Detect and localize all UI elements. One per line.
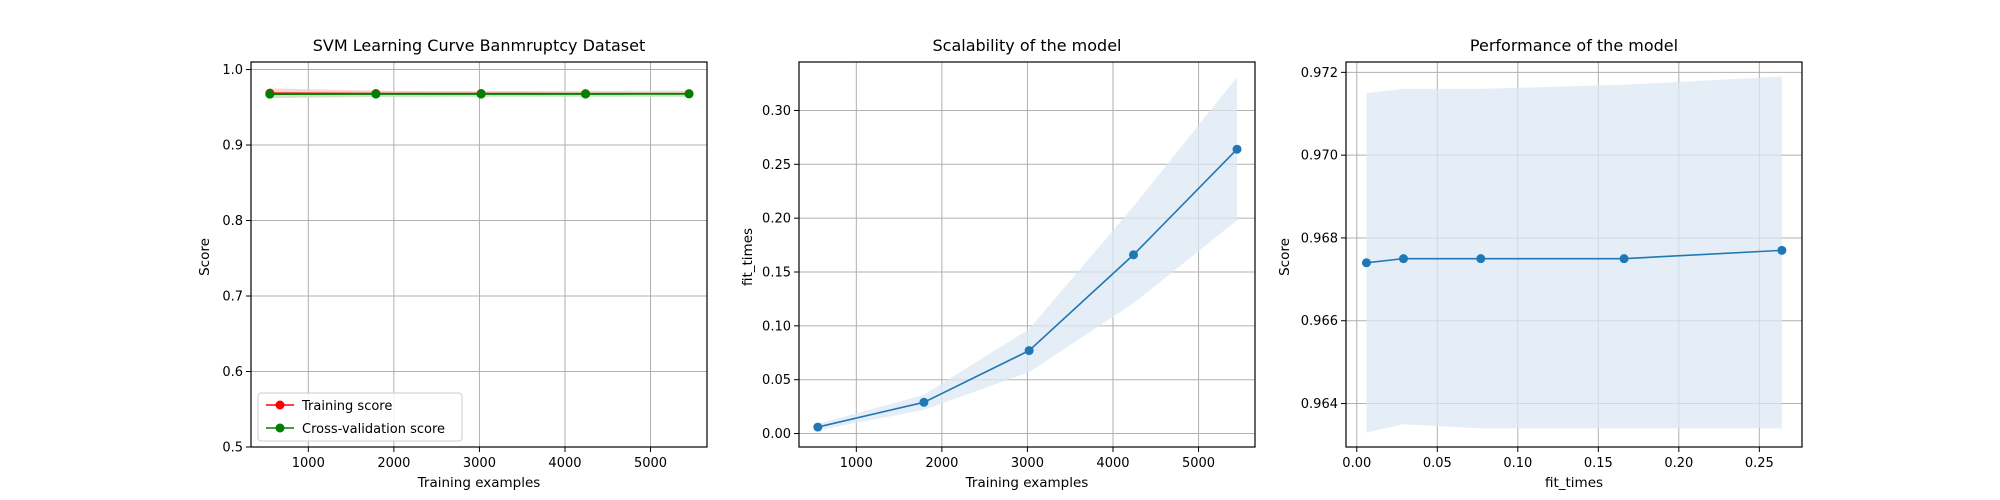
scalability-panel: Scalability of the model Training exampl… bbox=[740, 36, 1256, 491]
performance-ticks: 0.00 0.05 0.10 0.15 0.20 0.25 0.964 0.966 0.968 0… bbox=[1301, 66, 1774, 471]
legend-cv-marker bbox=[275, 423, 285, 433]
data-point bbox=[1232, 144, 1242, 154]
performance-xlabel: fit_times bbox=[1545, 475, 1603, 491]
x-tick-label: 3000 bbox=[463, 456, 496, 471]
y-tick-label: 0.05 bbox=[762, 373, 791, 388]
learning-curve-ylabel: Score bbox=[197, 238, 213, 276]
y-tick-label: 0.964 bbox=[1301, 397, 1338, 412]
data-point bbox=[1476, 254, 1486, 264]
data-point bbox=[581, 89, 591, 99]
data-point bbox=[265, 89, 275, 99]
data-point bbox=[684, 89, 694, 99]
scalability-title: Scalability of the model bbox=[933, 36, 1122, 55]
y-tick-label: 0.00 bbox=[762, 427, 791, 442]
x-tick-label: 2000 bbox=[377, 456, 410, 471]
x-tick-label: 5000 bbox=[634, 456, 667, 471]
legend-box bbox=[257, 392, 463, 442]
y-tick-label: 0.15 bbox=[762, 266, 791, 281]
data-point bbox=[1398, 254, 1408, 264]
x-tick-label: 1000 bbox=[292, 456, 325, 471]
y-tick-label: 0.30 bbox=[762, 104, 791, 119]
y-tick-label: 0.968 bbox=[1301, 231, 1338, 246]
confidence-band bbox=[1366, 76, 1782, 433]
y-tick-label: 0.10 bbox=[762, 319, 791, 334]
x-tick-label: 0.20 bbox=[1664, 456, 1693, 471]
legend-training-marker bbox=[275, 400, 285, 410]
x-tick-label: 0.25 bbox=[1745, 456, 1774, 471]
scalability-xlabel: Training examples bbox=[965, 475, 1089, 491]
scalability-ylabel: fit_times bbox=[740, 228, 756, 286]
data-point bbox=[1129, 250, 1139, 260]
learning-curve-series bbox=[265, 88, 694, 99]
data-point bbox=[1361, 258, 1371, 268]
y-tick-label: 0.966 bbox=[1301, 314, 1338, 329]
data-point bbox=[476, 89, 486, 99]
data-point bbox=[1777, 245, 1787, 255]
data-point bbox=[371, 89, 381, 99]
y-tick-label: 0.25 bbox=[762, 158, 791, 173]
y-tick-label: 0.5 bbox=[222, 441, 243, 456]
x-tick-label: 4000 bbox=[548, 456, 581, 471]
performance-series bbox=[1361, 245, 1787, 268]
data-point bbox=[1619, 254, 1629, 264]
x-tick-label: 5000 bbox=[1182, 456, 1215, 471]
y-tick-label: 0.972 bbox=[1301, 66, 1338, 81]
x-tick-label: 0.10 bbox=[1503, 456, 1532, 471]
x-tick-label: 1000 bbox=[840, 456, 873, 471]
learning-curve-frame bbox=[250, 61, 708, 448]
y-tick-label: 0.9 bbox=[222, 139, 243, 154]
data-point bbox=[919, 397, 929, 407]
y-tick-label: 0.970 bbox=[1301, 149, 1338, 164]
performance-ylabel: Score bbox=[1277, 238, 1293, 276]
y-tick-label: 1.0 bbox=[222, 63, 243, 78]
data-point bbox=[813, 422, 823, 432]
scalability-frame bbox=[798, 61, 1256, 448]
performance-panel: Performance of the model fit_times Score… bbox=[1277, 36, 1803, 491]
x-tick-label: 3000 bbox=[1011, 456, 1044, 471]
learning-curve-panel: SVM Learning Curve Banmruptcy Dataset Tr… bbox=[197, 36, 708, 491]
data-point bbox=[1024, 346, 1034, 356]
scalability-bands bbox=[817, 77, 1238, 431]
legend-training-label: Training score bbox=[301, 399, 392, 414]
learning-curve-ticks: 1000 2000 3000 4000 5000 0.5 0.6 0.7 0.8 0.9 1.0 bbox=[222, 63, 667, 471]
performance-frame bbox=[1345, 61, 1803, 448]
y-tick-label: 0.8 bbox=[222, 214, 243, 229]
confidence-band bbox=[817, 77, 1238, 431]
y-tick-label: 0.6 bbox=[222, 365, 243, 380]
x-tick-label: 4000 bbox=[1096, 456, 1129, 471]
learning-curve-title: SVM Learning Curve Banmruptcy Dataset bbox=[313, 36, 646, 55]
performance-title: Performance of the model bbox=[1470, 36, 1678, 55]
learning-curve-legend: Training score Cross-validation score bbox=[257, 392, 463, 442]
x-tick-label: 2000 bbox=[925, 456, 958, 471]
scalability-ticks: 1000 2000 3000 4000 5000 0.00 0.05 0.10 0.15 0.20… bbox=[762, 104, 1215, 471]
x-tick-label: 0.00 bbox=[1342, 456, 1371, 471]
performance-bands bbox=[1366, 76, 1782, 433]
learning-curve-xlabel: Training examples bbox=[417, 475, 541, 491]
y-tick-label: 0.7 bbox=[222, 290, 243, 305]
x-tick-label: 0.15 bbox=[1584, 456, 1613, 471]
legend-cv-label: Cross-validation score bbox=[302, 422, 445, 437]
scalability-series bbox=[813, 144, 1242, 432]
y-tick-label: 0.20 bbox=[762, 212, 791, 227]
x-tick-label: 0.05 bbox=[1423, 456, 1452, 471]
